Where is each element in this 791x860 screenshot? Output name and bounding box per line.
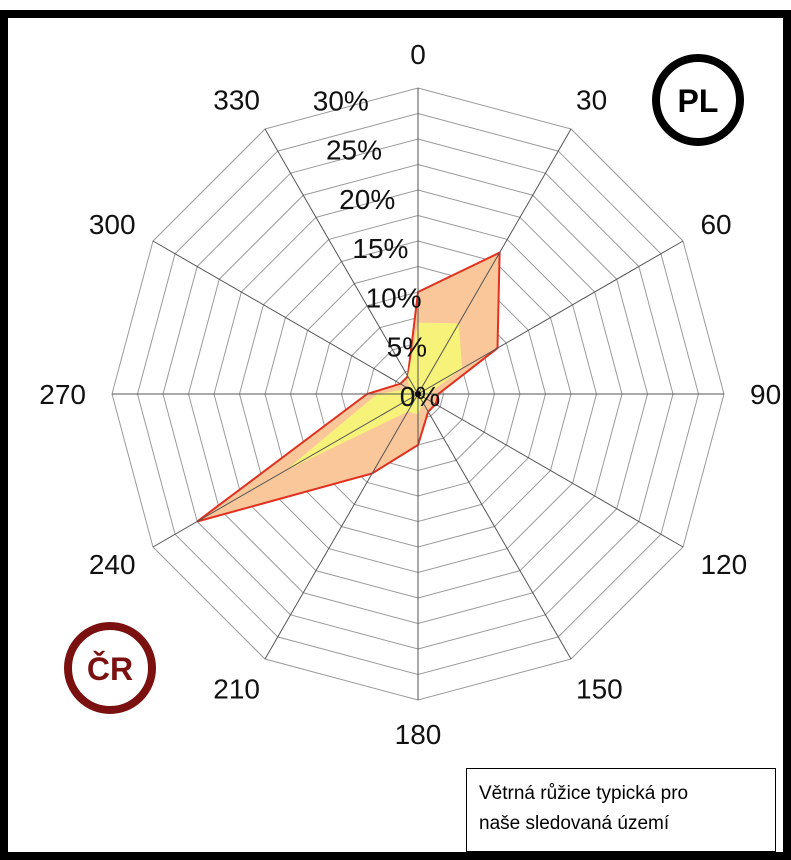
radial-tick-label: 30% — [313, 85, 369, 116]
radial-tick-label: 0% — [400, 381, 440, 412]
direction-label-60: 60 — [700, 209, 731, 240]
spoke-300 — [152, 240, 419, 395]
radial-tick-label: 25% — [326, 135, 382, 166]
spoke-60 — [417, 240, 684, 395]
direction-label-270: 270 — [39, 379, 86, 410]
direction-label-0: 0 — [410, 39, 426, 70]
direction-label-30: 30 — [576, 85, 607, 116]
radial-tick-labels: 0% 5% 10% 15% 20% 25% 30% — [313, 85, 440, 412]
spoke-150 — [417, 393, 572, 660]
outer-border — [0, 10, 791, 860]
direction-label-120: 120 — [700, 549, 747, 580]
direction-label-240: 240 — [89, 549, 136, 580]
radial-tick-label: 5% — [387, 332, 427, 363]
badge-pl-text: PL — [678, 83, 719, 119]
direction-label-300: 300 — [89, 209, 136, 240]
radial-tick-label: 10% — [366, 282, 422, 313]
radial-tick-label: 15% — [352, 233, 408, 264]
caption-line-2: naše sledovaná území — [479, 813, 670, 834]
spoke-210 — [264, 393, 419, 660]
direction-label-150: 150 — [576, 673, 623, 704]
badge-pl: PL — [652, 54, 744, 146]
badge-cr: ČR — [64, 622, 156, 714]
direction-label-180: 180 — [395, 719, 442, 750]
badge-cr-circle — [64, 622, 156, 714]
direction-label-90: 90 — [750, 379, 781, 410]
center-dot — [415, 391, 421, 397]
spoke-240 — [152, 393, 419, 548]
badge-pl-circle — [652, 54, 744, 146]
spoke-330 — [264, 128, 419, 395]
spokes-layer — [112, 88, 724, 700]
direction-labels: 0 30 60 90 120 150 180 210 240 270 300 330 — [39, 39, 781, 750]
radial-tick-label: 20% — [339, 184, 395, 215]
caption-line-1: Větrná růžice typická pro — [479, 783, 689, 804]
caption-box: Větrná růžice typická pro naše sledovaná… — [466, 768, 776, 852]
direction-label-330: 330 — [213, 85, 260, 116]
spoke-30 — [417, 128, 572, 395]
spoke-120 — [417, 393, 684, 548]
direction-label-210: 210 — [213, 673, 260, 704]
badge-cr-text: ČR — [87, 651, 133, 687]
